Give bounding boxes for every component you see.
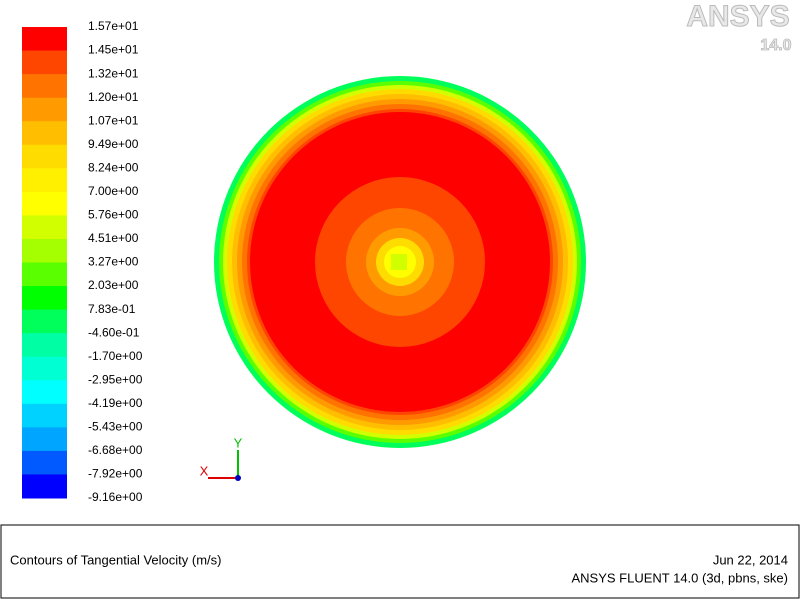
legend-band: [22, 74, 67, 99]
legend-band: [22, 238, 67, 263]
legend-label: -7.92e+00: [88, 467, 143, 481]
footer-title: Contours of Tangential Velocity (m/s): [10, 552, 221, 567]
legend-label: -4.19e+00: [88, 396, 143, 410]
footer-date: Jun 22, 2014: [713, 552, 788, 567]
legend-band: [22, 333, 67, 358]
legend-band: [22, 168, 67, 193]
legend-band: [22, 380, 67, 405]
logo-version: 14.0: [760, 37, 791, 54]
legend-band: [22, 50, 67, 75]
legend-label: -4.60e-01: [88, 325, 140, 339]
legend-band: [22, 262, 67, 287]
legend-band: [22, 144, 67, 169]
legend-label: 4.51e+00: [88, 231, 139, 245]
legend-label: -5.43e+00: [88, 420, 143, 434]
y-axis-label: Y: [234, 435, 243, 450]
legend-band: [22, 191, 67, 216]
x-axis-label: X: [200, 463, 209, 478]
legend-label: 8.24e+00: [88, 160, 139, 174]
legend-band: [22, 27, 67, 52]
legend-label: 9.49e+00: [88, 137, 139, 151]
legend-label: 1.32e+01: [88, 66, 139, 80]
legend-band: [22, 215, 67, 240]
legend-band: [22, 427, 67, 452]
legend-band: [22, 474, 67, 499]
legend-band: [22, 286, 67, 311]
legend-band: [22, 356, 67, 381]
legend-label: 1.45e+01: [88, 43, 139, 57]
legend-label: 2.03e+00: [88, 278, 139, 292]
legend-label: -9.16e+00: [88, 490, 143, 504]
legend-band: [22, 450, 67, 475]
color-legend: 1.57e+01 1.45e+01 1.32e+01 1.20e+01 1.07e+01…: [22, 19, 143, 504]
legend-label: 1.20e+01: [88, 90, 139, 104]
footer-product: ANSYS FLUENT 14.0 (3d, pbns, ske): [571, 570, 788, 585]
legend-band: [22, 309, 67, 334]
legend-label: 3.27e+00: [88, 255, 139, 269]
legend-label: 1.57e+01: [88, 19, 139, 33]
footer-box: [0, 524, 800, 599]
legend-label: -2.95e+00: [88, 372, 143, 386]
axis-triad: X Y: [200, 435, 243, 481]
legend-label: -1.70e+00: [88, 349, 143, 363]
z-axis: [235, 475, 241, 481]
legend-label: -6.68e+00: [88, 443, 143, 457]
legend-band: [22, 121, 67, 146]
legend-band: [22, 403, 67, 428]
legend-label: 5.76e+00: [88, 208, 139, 222]
legend-band: [22, 97, 67, 122]
legend-label: 1.07e+01: [88, 113, 139, 127]
contour-plot: [214, 76, 586, 448]
legend-label: 7.00e+00: [88, 184, 139, 198]
logo-brand: ANSYS: [686, 0, 789, 33]
contour-center: [391, 254, 407, 270]
legend-label: 7.83e-01: [88, 302, 136, 316]
